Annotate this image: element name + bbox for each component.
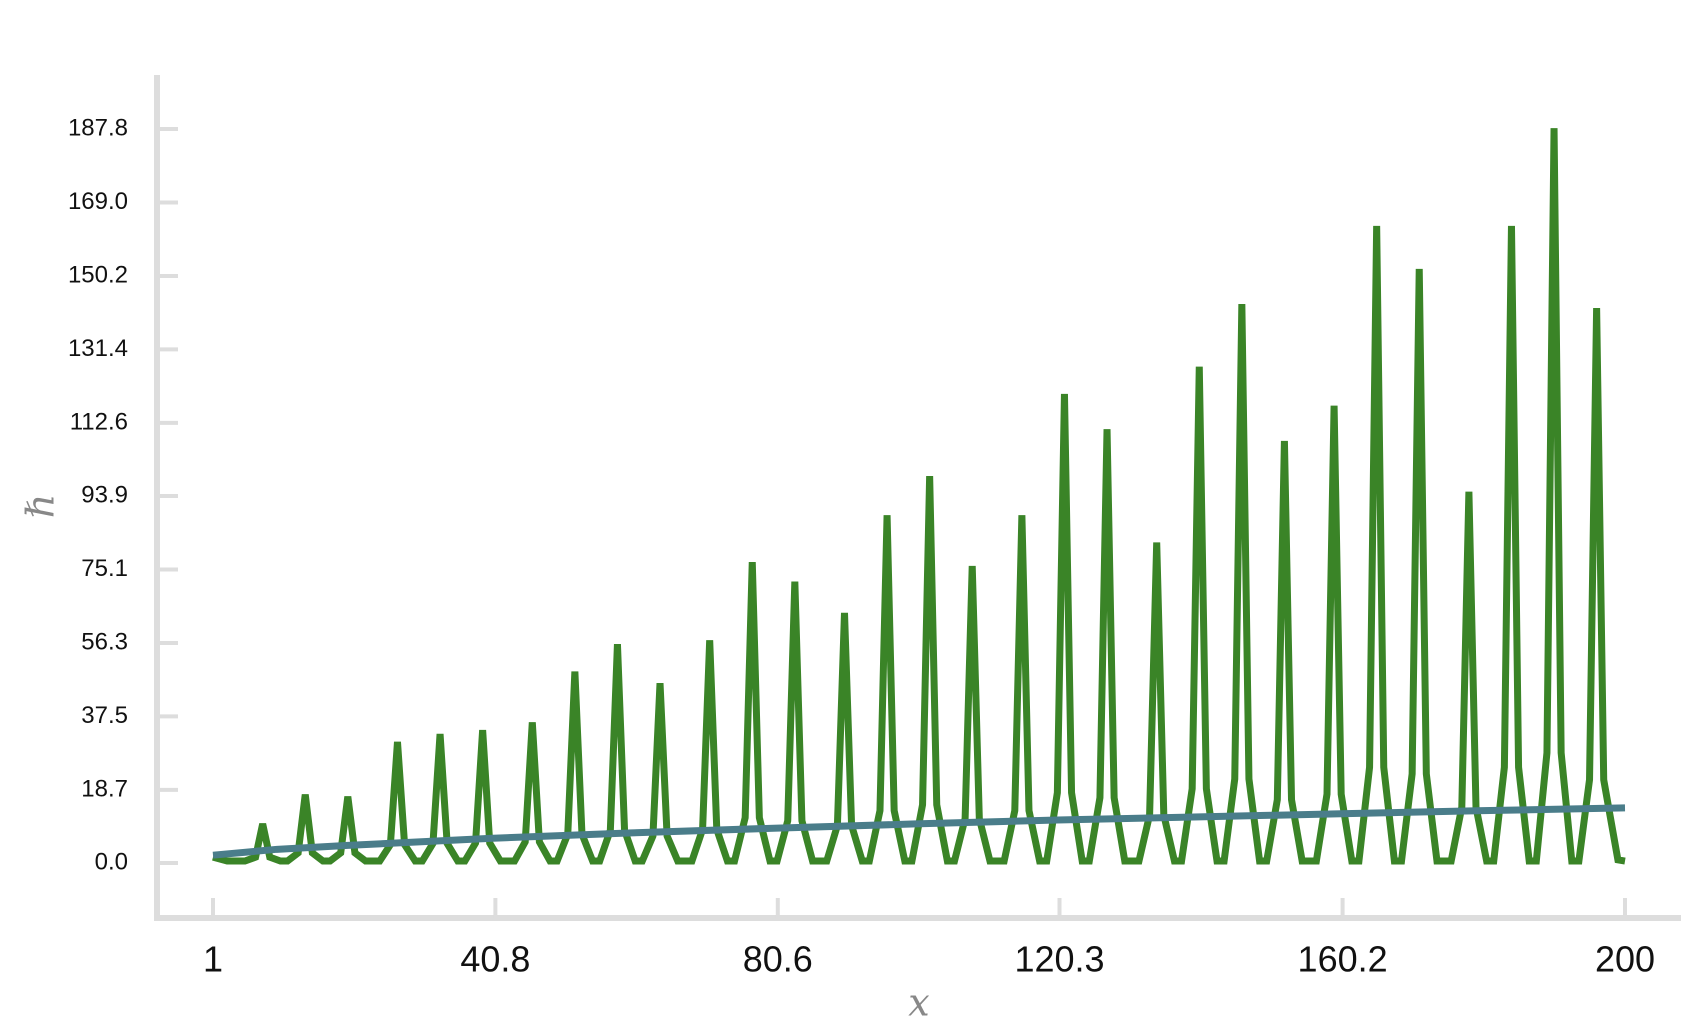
line [212,804,1626,859]
y-tick-label: 56.3 [81,628,128,655]
y-tick-label: 112.6 [70,408,128,435]
y-tick-label: 18.7 [81,775,128,802]
y-tick-label: 37.5 [81,702,128,729]
y-tick-label: 169.0 [68,188,128,215]
y-tick-label: 187.8 [68,114,128,141]
y-tick-label: 75.1 [81,555,128,582]
y-tick-label: 131.4 [68,335,128,362]
x-tick-label: 200 [1595,939,1655,980]
x-tick-label: 1 [203,939,223,980]
line [212,128,1626,865]
y-axis-label: ℏ [19,494,63,518]
y-tick-label: 93.9 [81,481,128,508]
x-axis-label: x [908,981,929,1025]
x-tick-label: 40.8 [460,939,530,980]
x-tick-label: 160.2 [1298,939,1388,980]
x-tick-label: 80.6 [743,939,813,980]
x-tick-label: 120.3 [1014,939,1104,980]
y-tick-label: 150.2 [68,261,128,288]
y-tick-label: 0.0 [95,848,128,875]
